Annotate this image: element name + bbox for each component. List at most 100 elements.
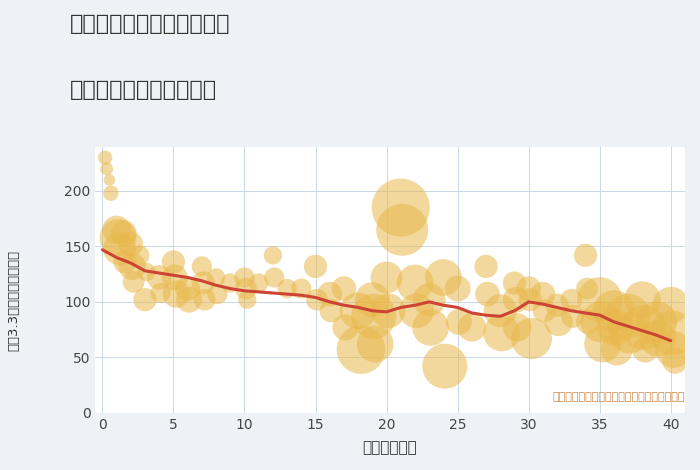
Point xyxy=(553,318,564,326)
Point xyxy=(594,296,606,304)
Point xyxy=(199,296,210,304)
Point xyxy=(538,290,549,298)
Point xyxy=(397,226,408,234)
Point xyxy=(652,335,664,342)
Point xyxy=(128,278,139,286)
Point xyxy=(356,346,367,353)
Point xyxy=(495,307,506,314)
Point xyxy=(583,318,594,326)
Point xyxy=(566,296,577,304)
Point xyxy=(438,274,449,281)
Point xyxy=(114,245,125,252)
Point xyxy=(425,324,436,331)
Point xyxy=(253,279,265,287)
Point xyxy=(410,279,421,287)
Point xyxy=(439,362,450,370)
Point xyxy=(111,226,122,234)
Point xyxy=(225,279,236,287)
Point xyxy=(567,313,578,320)
Point xyxy=(125,241,136,248)
Point xyxy=(452,285,463,292)
Point xyxy=(381,274,392,281)
Point xyxy=(510,296,522,304)
Point xyxy=(127,263,138,270)
Point xyxy=(552,301,563,309)
Point xyxy=(665,301,676,309)
Point xyxy=(101,165,112,172)
Point xyxy=(171,290,182,298)
Point xyxy=(368,313,379,320)
Point xyxy=(312,296,323,304)
Point xyxy=(183,296,195,304)
Point xyxy=(196,263,207,270)
Point xyxy=(539,307,550,314)
Point xyxy=(239,274,250,281)
Point xyxy=(310,263,321,270)
Point xyxy=(424,296,435,304)
Point xyxy=(118,229,130,237)
Point xyxy=(182,285,193,292)
Point xyxy=(480,263,491,270)
Point xyxy=(524,296,536,304)
Point xyxy=(597,340,608,348)
Point xyxy=(482,290,493,298)
Point xyxy=(496,329,507,337)
Point xyxy=(382,307,393,314)
Text: 築年数別中古戸建て価格: 築年数別中古戸建て価格 xyxy=(70,80,217,100)
Point xyxy=(651,318,662,326)
Point xyxy=(212,290,223,298)
Point xyxy=(241,296,253,304)
Point xyxy=(395,204,407,212)
Point xyxy=(624,329,635,337)
Point xyxy=(338,285,349,292)
Point xyxy=(104,176,115,184)
Point xyxy=(637,296,648,304)
Point xyxy=(611,346,622,353)
Point xyxy=(99,154,111,162)
Point xyxy=(105,189,116,197)
Point xyxy=(113,234,124,241)
Point xyxy=(267,251,279,259)
Point xyxy=(197,279,209,287)
Point xyxy=(353,307,364,314)
Point xyxy=(466,324,477,331)
X-axis label: 築年数（年）: 築年数（年） xyxy=(363,440,417,455)
Point xyxy=(608,307,620,314)
Point xyxy=(169,274,181,281)
Point xyxy=(370,340,381,348)
Point xyxy=(454,318,465,326)
Text: 坪（3.3㎡）単価（万円）: 坪（3.3㎡）単価（万円） xyxy=(7,250,20,352)
Point xyxy=(523,285,534,292)
Point xyxy=(367,296,378,304)
Point xyxy=(669,357,680,364)
Point xyxy=(120,258,131,266)
Point xyxy=(596,318,607,326)
Point xyxy=(340,324,351,331)
Point xyxy=(295,285,307,292)
Point xyxy=(168,258,179,266)
Point xyxy=(610,324,621,331)
Point xyxy=(411,307,422,314)
Point xyxy=(638,324,650,331)
Point xyxy=(509,279,520,287)
Text: 東京都見沼代親水公園駅の: 東京都見沼代親水公園駅の xyxy=(70,14,230,34)
Point xyxy=(622,313,634,320)
Point xyxy=(281,285,293,292)
Point xyxy=(640,346,651,353)
Point xyxy=(580,251,591,259)
Point xyxy=(153,274,164,281)
Point xyxy=(526,335,537,342)
Point xyxy=(324,290,335,298)
Text: 円の大きさは、取引のあった物件面積を示す: 円の大きさは、取引のあった物件面積を示す xyxy=(552,392,685,402)
Point xyxy=(211,274,222,281)
Point xyxy=(240,285,251,292)
Point xyxy=(666,329,678,337)
Point xyxy=(326,307,337,314)
Point xyxy=(155,289,166,297)
Point xyxy=(141,268,152,276)
Point xyxy=(139,296,150,304)
Point xyxy=(134,251,145,259)
Point xyxy=(269,274,280,281)
Point xyxy=(668,346,679,353)
Point xyxy=(581,285,592,292)
